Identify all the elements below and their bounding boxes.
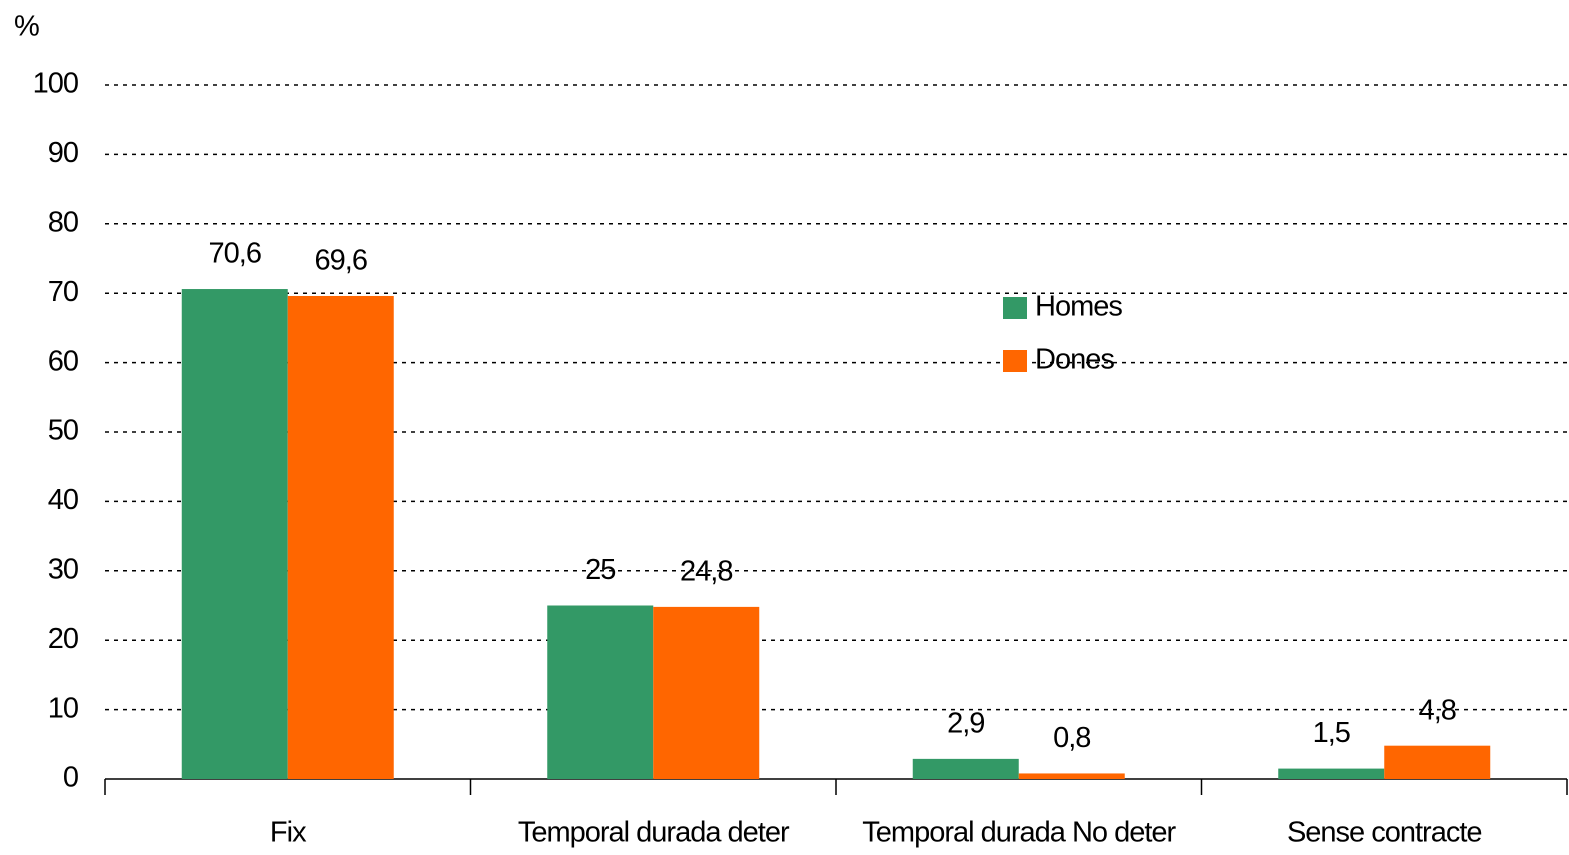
legend-label: Dones [1035, 344, 1114, 376]
y-tick-label: 40 [48, 484, 78, 516]
legend-swatch [1003, 297, 1027, 319]
bar [547, 605, 654, 779]
bar [1278, 768, 1385, 779]
x-tick-label: Temporal durada No deter [862, 817, 1176, 849]
value-label: 25 [585, 554, 615, 586]
legend-label: Homes [1035, 291, 1122, 323]
y-tick-label: 80 [48, 206, 78, 238]
value-label: 70,6 [209, 238, 261, 270]
y-tick-label: 30 [48, 553, 78, 585]
x-tick-label: Fix [270, 817, 307, 849]
y-tick-label: 60 [48, 345, 78, 377]
bar [1018, 773, 1125, 779]
y-tick-label: 50 [48, 415, 78, 447]
bar [1384, 745, 1491, 779]
value-label: 2,9 [947, 708, 984, 740]
value-label: 69,6 [315, 245, 367, 277]
x-tick-label: Sense contracte [1287, 817, 1482, 849]
y-tick-label: 20 [48, 623, 78, 655]
legend-swatch [1003, 350, 1027, 372]
value-label: 0,8 [1053, 722, 1090, 754]
y-tick-label: 70 [48, 276, 78, 308]
bar [653, 606, 760, 779]
bar [287, 295, 394, 779]
y-tick-label: 100 [33, 68, 78, 100]
y-tick-label: 0 [63, 762, 78, 794]
bar [181, 289, 288, 779]
x-tick-label: Temporal durada deter [518, 817, 790, 849]
value-label: 4,8 [1419, 694, 1456, 726]
y-tick-label: 90 [48, 137, 78, 169]
y-tick-label: 10 [48, 692, 78, 724]
value-label: 24,8 [680, 556, 732, 588]
bar [912, 758, 1019, 779]
value-label: 1,5 [1313, 717, 1350, 749]
y-axis-label: % [14, 11, 39, 43]
